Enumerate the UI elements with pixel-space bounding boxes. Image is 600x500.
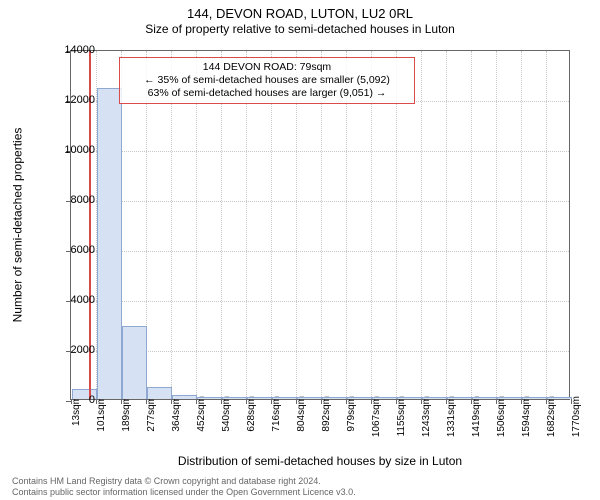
xtick-label: 452sqm [196,396,207,432]
bar [172,395,198,399]
gridline-v [521,51,522,399]
bar [347,397,373,399]
gridline-v [471,51,472,399]
footer: Contains HM Land Registry data © Crown c… [0,476,600,498]
gridline-v [446,51,447,399]
ytick-label: 10000 [45,144,95,156]
xtick-label: 1770sqm [571,396,582,437]
xtick-label: 1682sqm [546,396,557,437]
bar [372,397,398,399]
bar [397,397,423,399]
bar [547,397,573,399]
bar [522,397,548,399]
x-axis-label: Distribution of semi-detached houses by … [70,454,570,468]
y-axis-label: Number of semi-detached properties [10,128,24,323]
xtick-label: 716sqm [271,396,282,432]
gridline-v [496,51,497,399]
bar [472,397,498,399]
ytick-label: 14000 [45,44,95,56]
chart-container: 144, DEVON ROAD, LUTON, LU2 0RL Size of … [0,0,600,500]
bar [97,88,123,399]
xtick-label: 1243sqm [421,396,432,437]
xtick-label: 1155sqm [396,396,407,436]
annotation-box: 144 DEVON ROAD: 79sqm← 35% of semi-detac… [119,57,415,104]
bar [497,397,523,399]
xtick-label: 364sqm [171,396,182,432]
bar [297,397,323,399]
ytick-label: 6000 [45,244,95,256]
xtick-label: 1594sqm [521,396,532,437]
bar [147,387,173,400]
xtick-label: 1067sqm [371,396,382,437]
bar [447,397,473,399]
chart-subtitle: Size of property relative to semi-detach… [0,22,600,36]
bar [272,397,298,399]
bar [247,397,273,399]
ytick-label: 12000 [45,94,95,106]
xtick-label: 1506sqm [496,396,507,437]
xtick-label: 892sqm [321,396,332,432]
xtick-label: 277sqm [146,396,157,432]
xtick-label: 1331sqm [446,396,457,437]
xtick-label: 1419sqm [471,396,482,437]
bar [222,397,248,399]
xtick-label: 189sqm [121,396,132,432]
xtick-label: 540sqm [221,396,232,432]
annotation-line-2: ← 35% of semi-detached houses are smalle… [126,74,408,87]
bar [422,397,448,399]
bar [322,397,348,399]
bar [197,397,223,399]
chart-area: 13sqm101sqm189sqm277sqm364sqm452sqm540sq… [70,50,570,400]
bar [122,326,148,400]
xtick-label: 628sqm [246,396,257,432]
annotation-line-3: 63% of semi-detached houses are larger (… [126,87,408,100]
ytick-label: 0 [45,394,95,406]
ytick-label: 4000 [45,294,95,306]
y-axis-label-wrap: Number of semi-detached properties [8,50,26,400]
plot-area: 13sqm101sqm189sqm277sqm364sqm452sqm540sq… [70,50,570,400]
chart-title: 144, DEVON ROAD, LUTON, LU2 0RL [0,0,600,22]
footer-line-2: Contains public sector information licen… [12,487,588,498]
xtick-label: 979sqm [346,396,357,432]
xtick-label: 101sqm [96,396,107,432]
gridline-v [421,51,422,399]
gridline-v [546,51,547,399]
footer-line-1: Contains HM Land Registry data © Crown c… [12,476,588,487]
ytick-label: 8000 [45,194,95,206]
xtick-label: 804sqm [296,396,307,432]
ytick-label: 2000 [45,344,95,356]
annotation-line-1: 144 DEVON ROAD: 79sqm [126,61,408,74]
